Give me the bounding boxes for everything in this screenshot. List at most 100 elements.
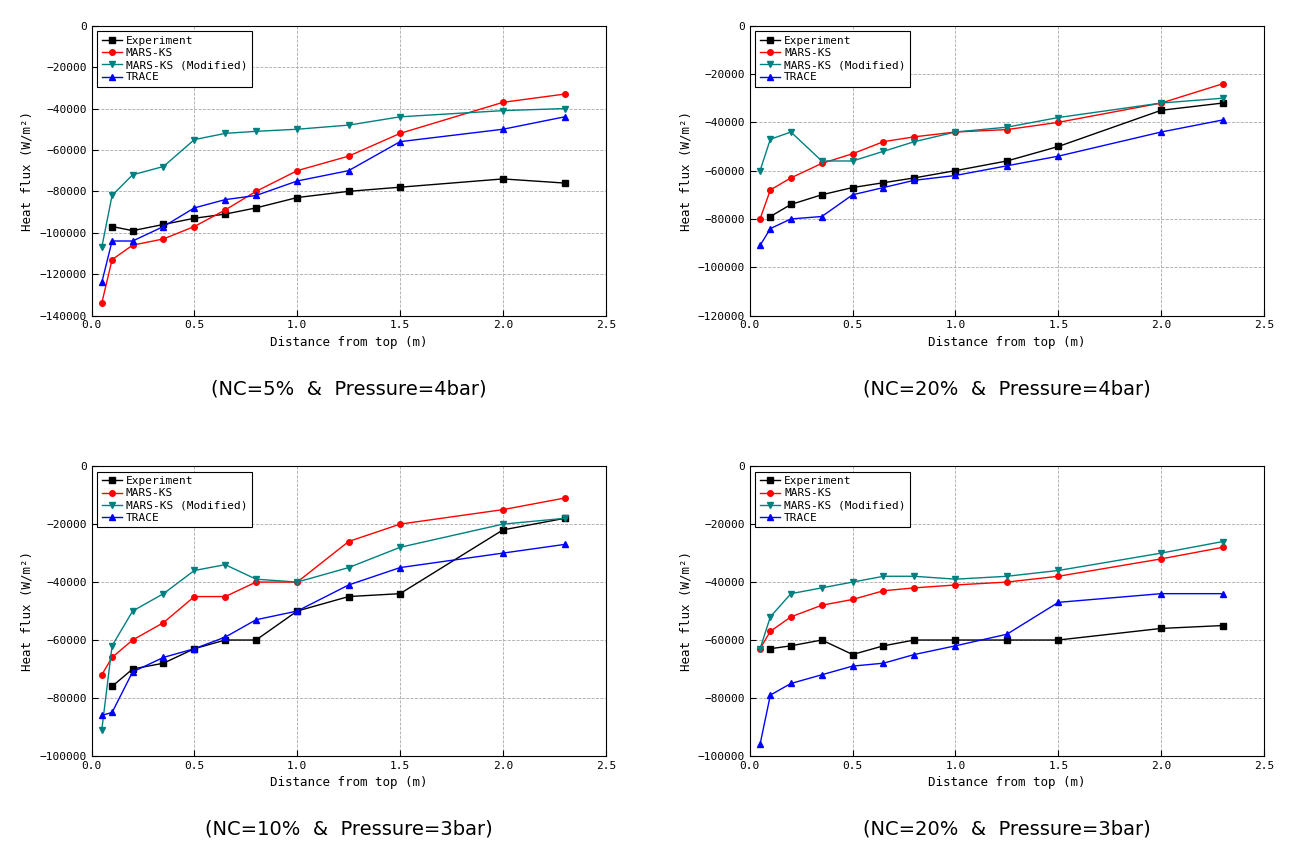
TRACE: [95, 710, 110, 721]
MARS-KS (Modified): [105, 641, 120, 651]
TRACE: [752, 740, 768, 750]
Line: MARS-KS: MARS-KS: [98, 496, 567, 678]
MARS-KS (Modified): [105, 191, 120, 201]
TRACE: [1050, 597, 1066, 607]
Experiment: [763, 643, 778, 654]
TRACE: [844, 190, 860, 200]
MARS-KS (Modified): [249, 126, 264, 137]
Experiment: [105, 222, 120, 232]
MARS-KS: [341, 151, 356, 161]
TRACE: [186, 203, 202, 213]
Experiment: [844, 182, 860, 192]
TRACE: [155, 652, 171, 662]
Experiment: [392, 588, 408, 599]
MARS-KS (Modified): [875, 571, 891, 582]
MARS-KS (Modified): [1050, 113, 1066, 123]
TRACE: [249, 614, 264, 624]
MARS-KS (Modified): [341, 120, 356, 131]
MARS-KS (Modified): [155, 161, 171, 172]
MARS-KS: [875, 137, 891, 147]
Legend: Experiment, MARS-KS, MARS-KS (Modified), TRACE: Experiment, MARS-KS, MARS-KS (Modified),…: [97, 31, 253, 87]
MARS-KS (Modified): [290, 124, 306, 134]
TRACE: [495, 548, 510, 558]
MARS-KS: [752, 643, 768, 654]
Experiment: [844, 649, 860, 660]
MARS-KS: [752, 214, 768, 224]
Line: MARS-KS (Modified): MARS-KS (Modified): [98, 515, 567, 733]
TRACE: [186, 643, 202, 654]
X-axis label: Distance from top (m): Distance from top (m): [929, 336, 1085, 349]
Line: TRACE: TRACE: [98, 542, 567, 718]
MARS-KS: [1050, 117, 1066, 127]
Experiment: [763, 211, 778, 222]
MARS-KS (Modified): [875, 146, 891, 156]
MARS-KS (Modified): [124, 169, 140, 180]
Experiment: [948, 635, 963, 645]
Line: Experiment: Experiment: [768, 101, 1225, 219]
Line: MARS-KS (Modified): MARS-KS (Modified): [758, 95, 1225, 174]
TRACE: [155, 222, 171, 232]
Text: (NC=20%  &  Pressure=3bar): (NC=20% & Pressure=3bar): [862, 819, 1151, 838]
TRACE: [752, 241, 768, 251]
MARS-KS (Modified): [948, 574, 963, 584]
Experiment: [105, 681, 120, 691]
MARS-KS (Modified): [124, 606, 140, 616]
MARS-KS (Modified): [95, 725, 110, 735]
Line: Experiment: Experiment: [109, 176, 567, 234]
MARS-KS: [186, 591, 202, 601]
MARS-KS: [105, 652, 120, 662]
MARS-KS: [783, 173, 799, 183]
MARS-KS (Modified): [783, 127, 799, 137]
TRACE: [906, 649, 922, 660]
MARS-KS: [557, 89, 572, 100]
MARS-KS: [341, 536, 356, 546]
Experiment: [218, 635, 233, 645]
MARS-KS (Modified): [815, 582, 830, 593]
MARS-KS: [815, 158, 830, 168]
Experiment: [875, 641, 891, 651]
TRACE: [392, 563, 408, 573]
TRACE: [290, 176, 306, 186]
Experiment: [1154, 105, 1169, 115]
TRACE: [1050, 151, 1066, 161]
TRACE: [1000, 629, 1015, 639]
Experiment: [906, 173, 922, 183]
MARS-KS: [124, 240, 140, 250]
MARS-KS: [249, 186, 264, 197]
MARS-KS: [105, 254, 120, 265]
Experiment: [186, 213, 202, 223]
Experiment: [124, 664, 140, 674]
MARS-KS (Modified): [218, 559, 233, 570]
MARS-KS (Modified): [906, 137, 922, 147]
Y-axis label: Heat flux (W/m²): Heat flux (W/m²): [21, 111, 34, 230]
TRACE: [290, 606, 306, 616]
Legend: Experiment, MARS-KS, MARS-KS (Modified), TRACE: Experiment, MARS-KS, MARS-KS (Modified),…: [97, 472, 253, 527]
MARS-KS: [763, 626, 778, 637]
Experiment: [249, 203, 264, 213]
MARS-KS (Modified): [1154, 548, 1169, 558]
MARS-KS: [392, 128, 408, 138]
MARS-KS (Modified): [752, 643, 768, 654]
MARS-KS (Modified): [249, 574, 264, 584]
Experiment: [1050, 142, 1066, 152]
Text: (NC=10%  &  Pressure=3bar): (NC=10% & Pressure=3bar): [205, 819, 492, 838]
Experiment: [815, 635, 830, 645]
MARS-KS: [155, 618, 171, 628]
TRACE: [1215, 588, 1230, 599]
TRACE: [557, 539, 572, 550]
TRACE: [105, 707, 120, 717]
MARS-KS: [290, 577, 306, 588]
TRACE: [1215, 115, 1230, 125]
TRACE: [844, 661, 860, 671]
MARS-KS (Modified): [1000, 571, 1015, 582]
TRACE: [495, 124, 510, 134]
Experiment: [1000, 635, 1015, 645]
MARS-KS (Modified): [290, 577, 306, 588]
TRACE: [341, 166, 356, 176]
MARS-KS (Modified): [1215, 536, 1230, 546]
TRACE: [948, 170, 963, 180]
TRACE: [1154, 127, 1169, 137]
TRACE: [557, 112, 572, 122]
Legend: Experiment, MARS-KS, MARS-KS (Modified), TRACE: Experiment, MARS-KS, MARS-KS (Modified),…: [755, 31, 910, 87]
MARS-KS: [290, 166, 306, 176]
